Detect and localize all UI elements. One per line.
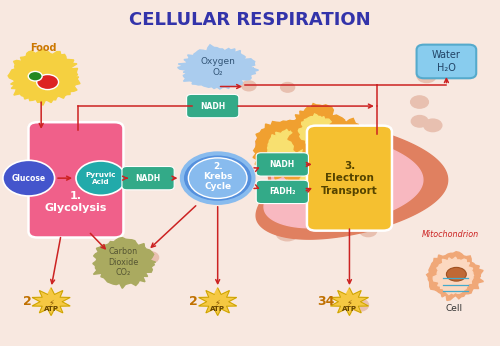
Polygon shape bbox=[268, 129, 310, 169]
Circle shape bbox=[269, 150, 291, 166]
Text: Oxygen
O₂: Oxygen O₂ bbox=[200, 56, 235, 77]
Circle shape bbox=[76, 161, 126, 195]
Text: FADH₂: FADH₂ bbox=[269, 188, 295, 197]
FancyBboxPatch shape bbox=[28, 122, 124, 237]
Text: NADH: NADH bbox=[270, 160, 295, 169]
FancyBboxPatch shape bbox=[256, 153, 308, 176]
Circle shape bbox=[36, 74, 59, 90]
Text: CELLULAR RESPIRATION: CELLULAR RESPIRATION bbox=[129, 11, 371, 29]
Circle shape bbox=[412, 116, 428, 127]
Text: 34: 34 bbox=[317, 295, 334, 308]
Polygon shape bbox=[264, 132, 423, 228]
Polygon shape bbox=[256, 120, 448, 239]
Text: Glucose: Glucose bbox=[12, 174, 46, 183]
Text: 3.
Electron
Transport: 3. Electron Transport bbox=[321, 161, 378, 195]
Circle shape bbox=[276, 226, 298, 241]
Text: 2.
Krebs
Cycle: 2. Krebs Cycle bbox=[203, 162, 232, 191]
Text: NADH: NADH bbox=[200, 102, 226, 111]
FancyBboxPatch shape bbox=[307, 126, 392, 231]
Polygon shape bbox=[316, 118, 380, 179]
Text: ATP: ATP bbox=[342, 306, 357, 312]
Circle shape bbox=[188, 158, 247, 198]
Polygon shape bbox=[287, 157, 354, 203]
Text: ATP: ATP bbox=[210, 306, 225, 312]
Circle shape bbox=[242, 81, 256, 91]
Text: NADH: NADH bbox=[136, 174, 160, 183]
Polygon shape bbox=[93, 238, 156, 288]
Circle shape bbox=[424, 119, 442, 131]
FancyBboxPatch shape bbox=[122, 166, 174, 190]
Circle shape bbox=[350, 299, 368, 311]
Polygon shape bbox=[300, 165, 338, 195]
Polygon shape bbox=[178, 45, 258, 89]
FancyBboxPatch shape bbox=[256, 180, 308, 203]
Polygon shape bbox=[253, 120, 323, 180]
Circle shape bbox=[184, 183, 200, 193]
Polygon shape bbox=[8, 49, 80, 105]
Circle shape bbox=[446, 267, 466, 281]
Polygon shape bbox=[330, 288, 368, 316]
Text: ⚡: ⚡ bbox=[346, 298, 352, 307]
Polygon shape bbox=[426, 252, 484, 300]
Circle shape bbox=[142, 252, 158, 263]
Text: ⚡: ⚡ bbox=[48, 298, 54, 307]
Polygon shape bbox=[199, 288, 236, 316]
Circle shape bbox=[280, 83, 294, 92]
Circle shape bbox=[417, 70, 436, 83]
Text: ⚡: ⚡ bbox=[214, 298, 220, 307]
FancyBboxPatch shape bbox=[186, 94, 239, 118]
Text: 2: 2 bbox=[190, 295, 198, 308]
Text: Mitochondrion: Mitochondrion bbox=[422, 230, 479, 239]
Text: 2: 2 bbox=[23, 295, 32, 308]
Polygon shape bbox=[434, 257, 474, 294]
Circle shape bbox=[360, 225, 376, 237]
Text: ATP: ATP bbox=[44, 306, 59, 312]
Polygon shape bbox=[288, 103, 346, 160]
Text: Pyruvic
Acid: Pyruvic Acid bbox=[86, 172, 116, 185]
Circle shape bbox=[410, 96, 428, 108]
Polygon shape bbox=[32, 288, 70, 316]
Text: 1.
Glycolysis: 1. Glycolysis bbox=[45, 191, 107, 213]
Polygon shape bbox=[328, 130, 366, 167]
Circle shape bbox=[182, 153, 254, 203]
Polygon shape bbox=[298, 114, 336, 149]
Circle shape bbox=[28, 71, 42, 81]
FancyBboxPatch shape bbox=[416, 45, 476, 78]
Text: Water
H₂O: Water H₂O bbox=[432, 50, 461, 73]
Text: Food: Food bbox=[30, 43, 57, 53]
Text: Cell: Cell bbox=[446, 304, 462, 313]
Text: Carbon
Dioxide
CO₂: Carbon Dioxide CO₂ bbox=[108, 247, 138, 277]
Circle shape bbox=[3, 160, 54, 196]
